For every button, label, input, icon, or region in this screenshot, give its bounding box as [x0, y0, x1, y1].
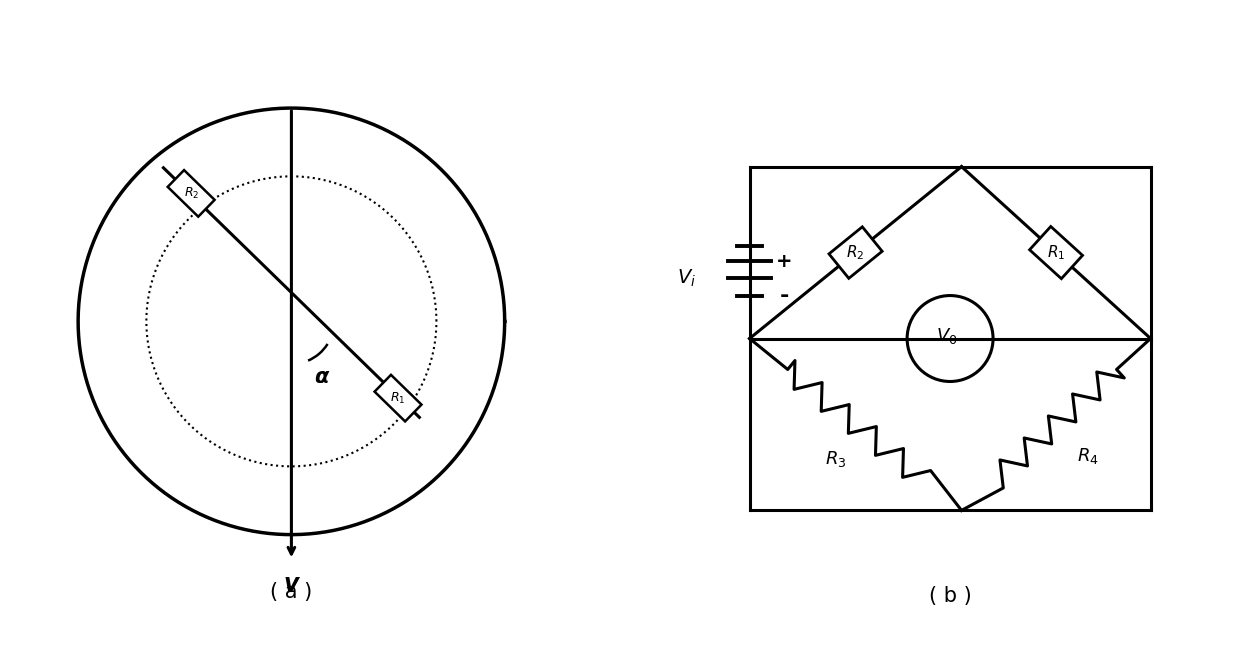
- Polygon shape: [167, 170, 215, 217]
- Text: $R_1$: $R_1$: [1047, 243, 1065, 262]
- Text: $R_4$: $R_4$: [1076, 446, 1099, 466]
- Text: $R_1$: $R_1$: [391, 391, 405, 406]
- Text: $R_2$: $R_2$: [847, 243, 864, 262]
- Text: ( b ): ( b ): [929, 587, 971, 606]
- Text: α: α: [314, 367, 329, 387]
- Text: $V_i$: $V_i$: [677, 268, 696, 289]
- Text: $R_2$: $R_2$: [184, 186, 198, 201]
- Polygon shape: [830, 227, 882, 279]
- Text: -: -: [779, 286, 789, 305]
- Polygon shape: [374, 375, 422, 421]
- Text: $R_3$: $R_3$: [825, 449, 846, 469]
- Polygon shape: [1029, 227, 1083, 279]
- Text: v: v: [284, 572, 299, 596]
- Text: ( a ): ( a ): [270, 582, 312, 602]
- Text: $V_0$: $V_0$: [936, 326, 959, 346]
- Text: +: +: [776, 252, 792, 271]
